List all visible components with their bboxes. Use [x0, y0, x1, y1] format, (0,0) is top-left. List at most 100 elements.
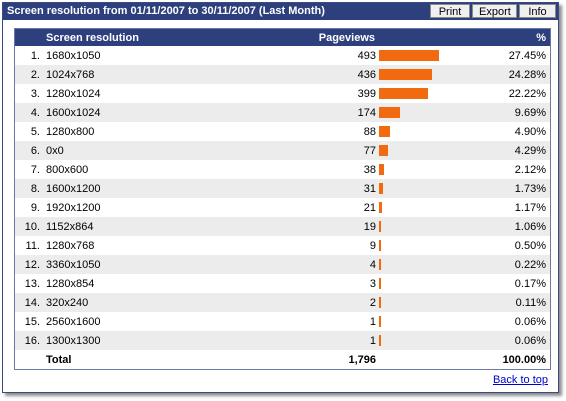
row-resolution: 320x240 [46, 296, 89, 309]
row-index: 13. [24, 277, 40, 290]
row-bar-cell [379, 274, 479, 293]
row-percent: 1.73% [514, 182, 546, 195]
row-percent: 24.28% [508, 68, 546, 81]
table-row: 2. 1024x768 436 24.28% [15, 65, 550, 84]
row-bar-cell [379, 312, 479, 331]
row-pageviews: 77 [363, 144, 376, 157]
row-pageviews: 31 [363, 182, 376, 195]
table-row: 1. 1680x1050 493 27.45% [15, 46, 550, 65]
row-pageviews: 399 [357, 87, 376, 100]
table-total-row: Total 1,796 100.00% [15, 350, 550, 369]
row-resolution: 1280x800 [46, 125, 95, 138]
total-label: Total [46, 353, 72, 366]
row-resolution: 3360x1050 [46, 258, 101, 271]
row-index: 11. [25, 239, 40, 252]
pageviews-bar [379, 183, 383, 194]
print-button[interactable]: Print [430, 4, 470, 18]
pageviews-bar [379, 164, 384, 175]
table-row: 15. 2560x1600 1 0.06% [15, 312, 550, 331]
report-title: Screen resolution from 01/11/2007 to 30/… [7, 5, 325, 17]
row-index: 12. [24, 258, 40, 271]
row-percent: 1.17% [514, 201, 546, 214]
row-percent: 22.22% [508, 87, 546, 100]
row-bar-cell [379, 217, 479, 236]
row-resolution: 2560x1600 [46, 315, 101, 328]
row-percent: 0.11% [515, 296, 546, 309]
header-index [15, 29, 42, 46]
table-row: 8. 1600x1200 31 1.73% [15, 179, 550, 198]
total-percent: 100.00% [502, 353, 546, 366]
table-row: 5. 1280x800 88 4.90% [15, 122, 550, 141]
pageviews-bar [379, 202, 382, 213]
row-pageviews: 21 [363, 201, 376, 214]
table-row: 14. 320x240 2 0.11% [15, 293, 550, 312]
header-pageviews: Pageviews [318, 31, 375, 44]
pageviews-bar [379, 88, 428, 99]
pageviews-bar [379, 240, 381, 251]
table-header-row: Screen resolution Pageviews % [15, 29, 550, 46]
row-index: 6. [30, 144, 40, 157]
table-row: 12. 3360x1050 4 0.22% [15, 255, 550, 274]
row-pageviews: 436 [357, 68, 376, 81]
row-resolution: 1280x768 [46, 239, 95, 252]
row-percent: 0.06% [514, 334, 546, 347]
header-percent: % [536, 31, 546, 44]
row-pageviews: 3 [369, 277, 376, 290]
row-resolution: 1152x864 [46, 220, 94, 233]
header-resolution: Screen resolution [46, 31, 139, 44]
row-percent: 4.90% [514, 125, 546, 138]
title-buttons: Print Export Info [430, 4, 556, 18]
row-pageviews: 1 [369, 315, 376, 328]
row-bar-cell [379, 255, 479, 274]
row-index: 5. [30, 125, 40, 138]
pageviews-bar [379, 221, 381, 232]
row-bar-cell [379, 331, 479, 350]
table-row: 10. 1152x864 19 1.06% [15, 217, 550, 236]
report-titlebar: Screen resolution from 01/11/2007 to 30/… [3, 3, 558, 20]
row-index: 2. [30, 68, 40, 81]
row-resolution: 0x0 [46, 144, 64, 157]
row-index: 15. [24, 315, 40, 328]
row-resolution: 1300x1300 [46, 334, 101, 347]
row-bar-cell [379, 160, 479, 179]
row-bar-cell [379, 65, 479, 84]
pageviews-bar [379, 335, 381, 346]
table-row: 11. 1280x768 9 0.50% [15, 236, 550, 255]
header-bar [379, 29, 479, 46]
export-button[interactable]: Export [472, 4, 517, 18]
row-bar-cell [379, 293, 479, 312]
row-percent: 2.12% [514, 163, 546, 176]
row-index: 10. [24, 220, 40, 233]
row-pageviews: 9 [369, 239, 376, 252]
table-row: 16. 1300x1300 1 0.06% [15, 331, 550, 350]
row-resolution: 1600x1200 [46, 182, 101, 195]
row-bar-cell [379, 198, 479, 217]
pageviews-bar [379, 145, 388, 156]
row-percent: 9.69% [514, 106, 546, 119]
row-index: 1. [30, 49, 40, 62]
back-to-top-link[interactable]: Back to top [492, 374, 548, 386]
row-percent: 4.29% [514, 144, 546, 157]
row-resolution: 1024x768 [46, 68, 95, 81]
report-panel: Screen resolution from 01/11/2007 to 30/… [2, 2, 559, 393]
table-row: 3. 1280x1024 399 22.22% [15, 84, 550, 103]
row-pageviews: 88 [363, 125, 376, 138]
row-resolution: 1680x1050 [46, 49, 101, 62]
row-percent: 0.17% [514, 277, 546, 290]
row-percent: 1.06% [514, 220, 546, 233]
pageviews-bar [379, 278, 381, 289]
info-button[interactable]: Info [519, 4, 556, 18]
row-pageviews: 2 [369, 296, 376, 309]
pageviews-bar [379, 69, 432, 80]
row-pageviews: 1 [369, 334, 376, 347]
row-index: 9. [30, 201, 40, 214]
table-body: 1. 1680x1050 493 27.45% 2. 1024x768 436 24.28% 3… [15, 46, 550, 369]
table-row: 9. 1920x1200 21 1.17% [15, 198, 550, 217]
row-percent: 27.45% [508, 49, 546, 62]
row-percent: 0.50% [514, 239, 546, 252]
table-row: 7. 800x600 38 2.12% [15, 160, 550, 179]
row-bar-cell [379, 236, 479, 255]
row-pageviews: 19 [363, 220, 376, 233]
row-resolution: 1280x1024 [46, 87, 101, 100]
row-bar-cell [379, 84, 479, 103]
